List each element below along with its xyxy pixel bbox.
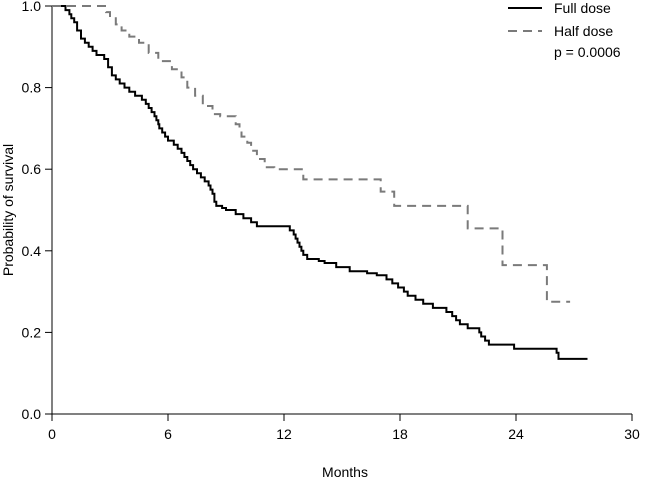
x-tick-label: 24 xyxy=(508,426,524,442)
x-tick-label: 0 xyxy=(48,426,56,442)
y-tick-label: 0.2 xyxy=(22,324,42,340)
y-axis-label: Probability of survival xyxy=(0,144,16,276)
x-tick-label: 30 xyxy=(624,426,640,442)
y-tick-label: 0.4 xyxy=(22,243,42,259)
legend-label-full-dose: Full dose xyxy=(554,0,611,16)
x-axis-label: Months xyxy=(322,464,368,480)
legend-label-half-dose: Half dose xyxy=(554,23,613,39)
y-tick-label: 1.0 xyxy=(22,0,42,14)
x-tick-label: 12 xyxy=(276,426,292,442)
y-tick-label: 0.6 xyxy=(22,161,42,177)
x-tick-label: 6 xyxy=(164,426,172,442)
x-tick-label: 18 xyxy=(392,426,408,442)
legend: Full dose Half dose p = 0.0006 xyxy=(508,0,621,60)
y-tick-label: 0.8 xyxy=(22,80,42,96)
y-tick-label: 0.0 xyxy=(22,406,42,422)
p-value-annotation: p = 0.0006 xyxy=(554,44,621,60)
plot-area: 0 6 12 18 24 30 0.0 0.2 0.4 0.6 0.8 1.0 xyxy=(22,0,640,442)
series-line-full-dose xyxy=(52,5,588,360)
series-line-half-dose xyxy=(52,5,571,303)
series-layer xyxy=(52,5,588,360)
